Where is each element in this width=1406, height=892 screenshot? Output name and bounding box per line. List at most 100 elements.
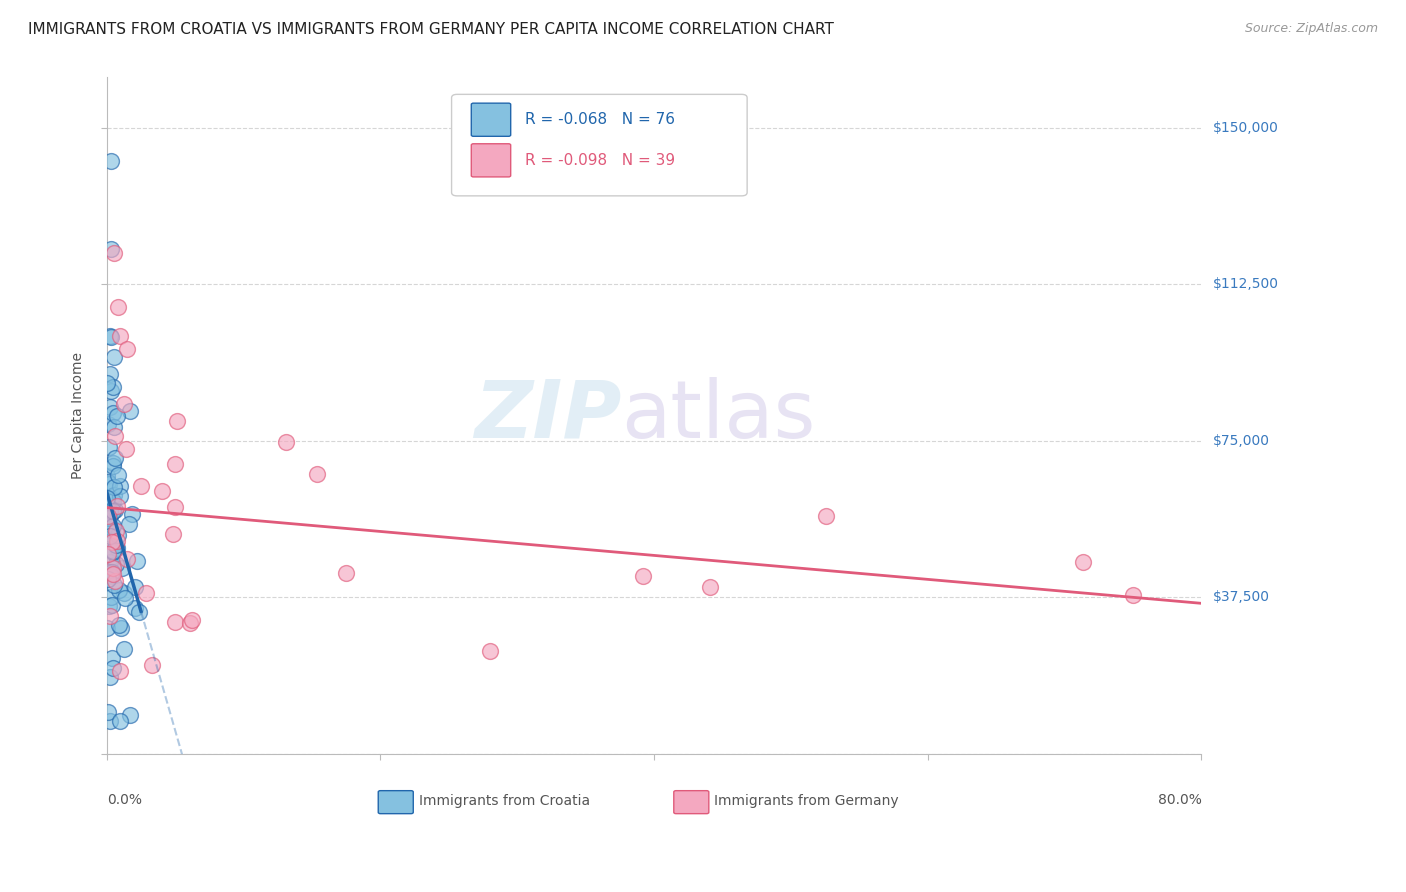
Point (100, 242, 122, 256)
Point (118, 708, 141, 723)
Point (165, 615, 187, 630)
Point (100, 569, 122, 583)
FancyBboxPatch shape (471, 144, 510, 177)
Point (100, 508, 122, 522)
Point (101, 504, 124, 518)
Point (98, 367, 121, 381)
Text: $112,500: $112,500 (1212, 277, 1278, 291)
Point (165, 500, 187, 514)
Point (103, 245, 125, 260)
Point (105, 499, 128, 513)
Point (101, 661, 124, 675)
Point (108, 714, 131, 728)
Point (1071, 555, 1094, 569)
Text: IMMIGRANTS FROM CROATIA VS IMMIGRANTS FROM GERMANY PER CAPITA INCOME CORRELATION: IMMIGRANTS FROM CROATIA VS IMMIGRANTS FR… (28, 22, 834, 37)
Point (101, 565, 124, 579)
Point (180, 613, 202, 627)
Point (98, 527, 121, 541)
Point (101, 545, 124, 559)
Point (97, 440, 120, 454)
Point (150, 484, 173, 499)
Point (103, 351, 125, 365)
Point (162, 526, 184, 541)
Point (699, 580, 721, 594)
Text: 80.0%: 80.0% (1157, 793, 1201, 807)
Point (101, 651, 124, 665)
Point (110, 329, 132, 343)
Point (179, 616, 201, 631)
Point (98, 565, 121, 579)
Text: 0.0%: 0.0% (107, 793, 142, 807)
Point (163, 457, 186, 471)
Point (117, 342, 139, 356)
Point (101, 458, 124, 473)
Point (105, 534, 128, 549)
Point (104, 574, 127, 589)
Point (98, 329, 121, 343)
Point (98, 608, 121, 623)
Point (108, 582, 131, 597)
Point (112, 397, 135, 411)
Point (1122, 588, 1144, 602)
Point (98, 670, 121, 684)
Point (114, 591, 136, 605)
Text: atlas: atlas (621, 376, 815, 455)
Point (631, 568, 654, 582)
FancyBboxPatch shape (451, 95, 747, 196)
FancyBboxPatch shape (378, 790, 413, 814)
Text: Immigrants from Germany: Immigrants from Germany (714, 795, 898, 808)
Point (335, 566, 357, 581)
Point (125, 554, 148, 568)
Point (112, 641, 135, 656)
Point (305, 467, 328, 482)
Point (121, 508, 143, 522)
Point (112, 586, 135, 600)
Point (98, 476, 121, 491)
Text: $37,500: $37,500 (1212, 591, 1270, 605)
Text: R = -0.068   N = 76: R = -0.068 N = 76 (524, 112, 675, 128)
Point (101, 566, 124, 581)
Point (96, 621, 118, 635)
Point (97, 599, 120, 613)
Point (103, 419, 125, 434)
Point (110, 621, 132, 635)
Point (101, 521, 124, 535)
Text: $75,000: $75,000 (1212, 434, 1270, 448)
Point (128, 605, 150, 619)
Point (97, 475, 120, 490)
Point (98, 714, 121, 728)
Point (111, 561, 134, 575)
Point (103, 480, 125, 494)
Point (97, 547, 120, 561)
Point (124, 580, 146, 594)
Point (98, 401, 121, 415)
Point (96, 376, 118, 390)
Point (131, 479, 153, 493)
Point (98, 504, 121, 518)
Point (118, 404, 141, 418)
Point (100, 330, 122, 344)
FancyBboxPatch shape (673, 790, 709, 814)
Point (100, 384, 122, 398)
Point (103, 543, 125, 558)
Point (100, 153, 122, 168)
Point (100, 503, 122, 517)
Point (98, 529, 121, 543)
Point (97, 509, 120, 524)
Point (166, 414, 188, 428)
Point (118, 516, 141, 531)
Point (97, 573, 120, 587)
Point (815, 508, 838, 523)
Point (97, 705, 120, 719)
Point (101, 519, 124, 533)
FancyBboxPatch shape (471, 103, 510, 136)
Point (98, 511, 121, 525)
Point (105, 538, 128, 552)
Point (100, 524, 122, 538)
Point (104, 429, 127, 443)
Text: Immigrants from Croatia: Immigrants from Croatia (419, 795, 591, 808)
Point (107, 618, 129, 632)
Point (108, 479, 131, 493)
Point (100, 534, 122, 549)
Point (107, 300, 129, 314)
